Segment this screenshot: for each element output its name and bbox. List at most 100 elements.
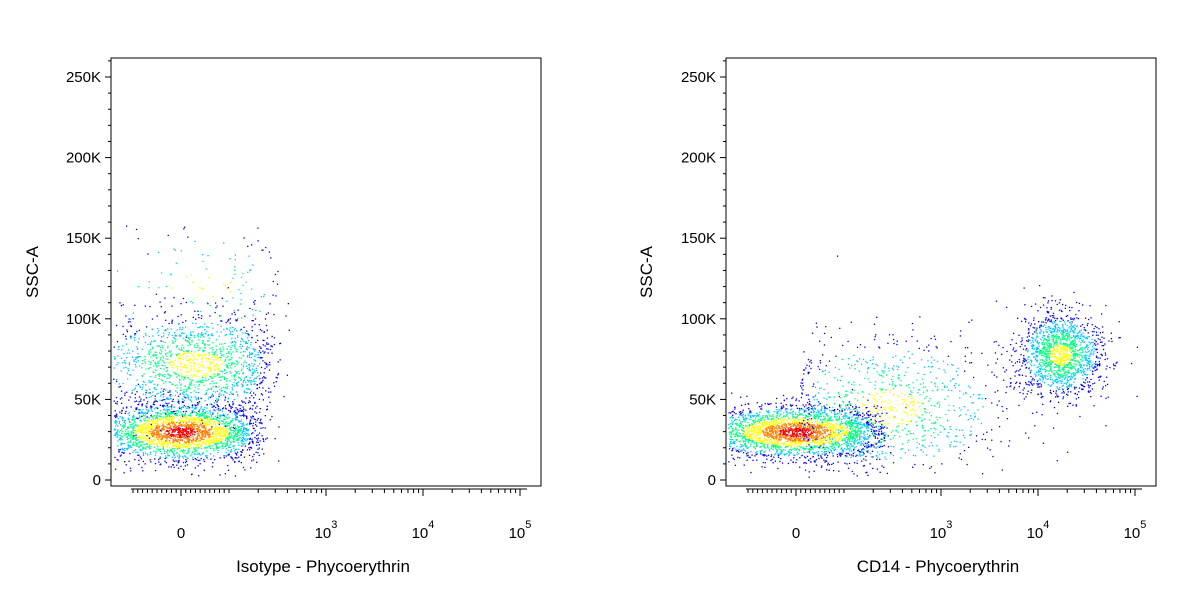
event-dot <box>161 399 163 402</box>
event-dot <box>167 455 169 457</box>
event-dot <box>233 309 235 311</box>
event-dot <box>230 342 232 344</box>
event-dot <box>749 423 751 426</box>
event-dot <box>214 420 216 422</box>
event-dot <box>180 408 182 410</box>
event-dot <box>229 370 231 373</box>
event-dot <box>184 396 186 399</box>
event-dot <box>185 426 187 429</box>
event-dot <box>182 398 184 401</box>
event-dot <box>192 379 194 381</box>
event-dot <box>160 438 162 440</box>
event-dot <box>228 436 230 438</box>
event-dot <box>204 353 207 355</box>
event-dot <box>870 446 872 448</box>
event-dot <box>161 438 163 440</box>
event-dot <box>178 424 180 427</box>
event-dot <box>786 412 788 414</box>
event-dot <box>220 394 222 396</box>
event-dot <box>796 453 798 455</box>
event-dot <box>132 423 134 425</box>
event-dot <box>208 398 210 400</box>
event-dot <box>248 434 250 436</box>
event-dot <box>180 424 182 426</box>
event-dot <box>258 454 260 457</box>
event-dot <box>144 305 146 307</box>
event-dot <box>137 439 139 441</box>
event-dot <box>231 420 233 422</box>
event-dot <box>213 382 215 384</box>
event-dot <box>231 313 233 315</box>
event-dot <box>255 377 257 379</box>
event-dot <box>134 333 137 335</box>
event-dot <box>800 437 803 439</box>
event-dot <box>215 351 217 353</box>
event-dot <box>201 419 203 421</box>
event-dot <box>173 297 175 299</box>
event-dot <box>880 438 882 440</box>
event-dot <box>224 397 227 399</box>
event-dot <box>156 407 158 409</box>
event-dot <box>130 325 132 327</box>
event-dot <box>234 348 236 350</box>
event-dot <box>139 412 141 414</box>
event-dot <box>161 351 163 353</box>
event-dot <box>176 356 179 358</box>
event-dot <box>212 462 214 464</box>
event-dot <box>287 303 289 305</box>
event-dot <box>251 368 253 370</box>
event-dot <box>128 318 130 320</box>
y-axis-title: SSC-A <box>23 245 42 298</box>
event-dot <box>185 407 188 409</box>
event-dot <box>206 457 208 459</box>
event-dot <box>245 427 248 430</box>
event-dot <box>171 421 173 423</box>
event-dot <box>202 435 204 437</box>
event-dot <box>133 444 136 446</box>
event-dot <box>233 447 235 449</box>
event-dot <box>162 446 164 448</box>
event-dot <box>227 385 229 387</box>
event-dot <box>753 422 755 424</box>
event-dot <box>204 422 206 424</box>
event-dot <box>142 413 144 415</box>
event-dot <box>218 433 220 435</box>
event-dot <box>130 435 132 437</box>
event-dot <box>168 466 170 468</box>
event-dot <box>198 452 200 454</box>
event-dot <box>173 454 175 456</box>
event-dot <box>800 437 802 440</box>
event-dot <box>176 464 178 466</box>
event-dot <box>165 402 167 405</box>
event-dot <box>217 360 219 362</box>
event-dot <box>220 414 223 417</box>
event-dot <box>798 424 800 427</box>
event-dot <box>212 412 214 414</box>
event-dot <box>209 370 211 372</box>
event-dot <box>140 433 143 435</box>
event-dot <box>119 448 121 451</box>
event-dot <box>219 446 221 448</box>
event-dot <box>220 331 222 333</box>
event-dot <box>745 429 747 431</box>
event-dot <box>204 393 206 396</box>
event-dot <box>175 438 177 441</box>
event-dot <box>133 425 135 427</box>
event-dot <box>169 394 171 396</box>
event-dot <box>203 426 205 428</box>
event-dot <box>184 430 186 432</box>
event-dot <box>147 253 149 255</box>
event-dot <box>136 356 138 358</box>
event-dot <box>177 431 179 434</box>
event-dot <box>170 354 172 356</box>
event-dot <box>258 324 260 326</box>
event-dot <box>128 352 131 354</box>
event-dot <box>191 350 193 352</box>
event-dot <box>116 401 118 403</box>
event-dot <box>266 366 268 368</box>
event-dot <box>867 451 869 453</box>
event-dot <box>174 337 176 340</box>
event-dot <box>155 436 158 439</box>
event-dot <box>765 427 767 429</box>
event-dot <box>209 376 211 378</box>
